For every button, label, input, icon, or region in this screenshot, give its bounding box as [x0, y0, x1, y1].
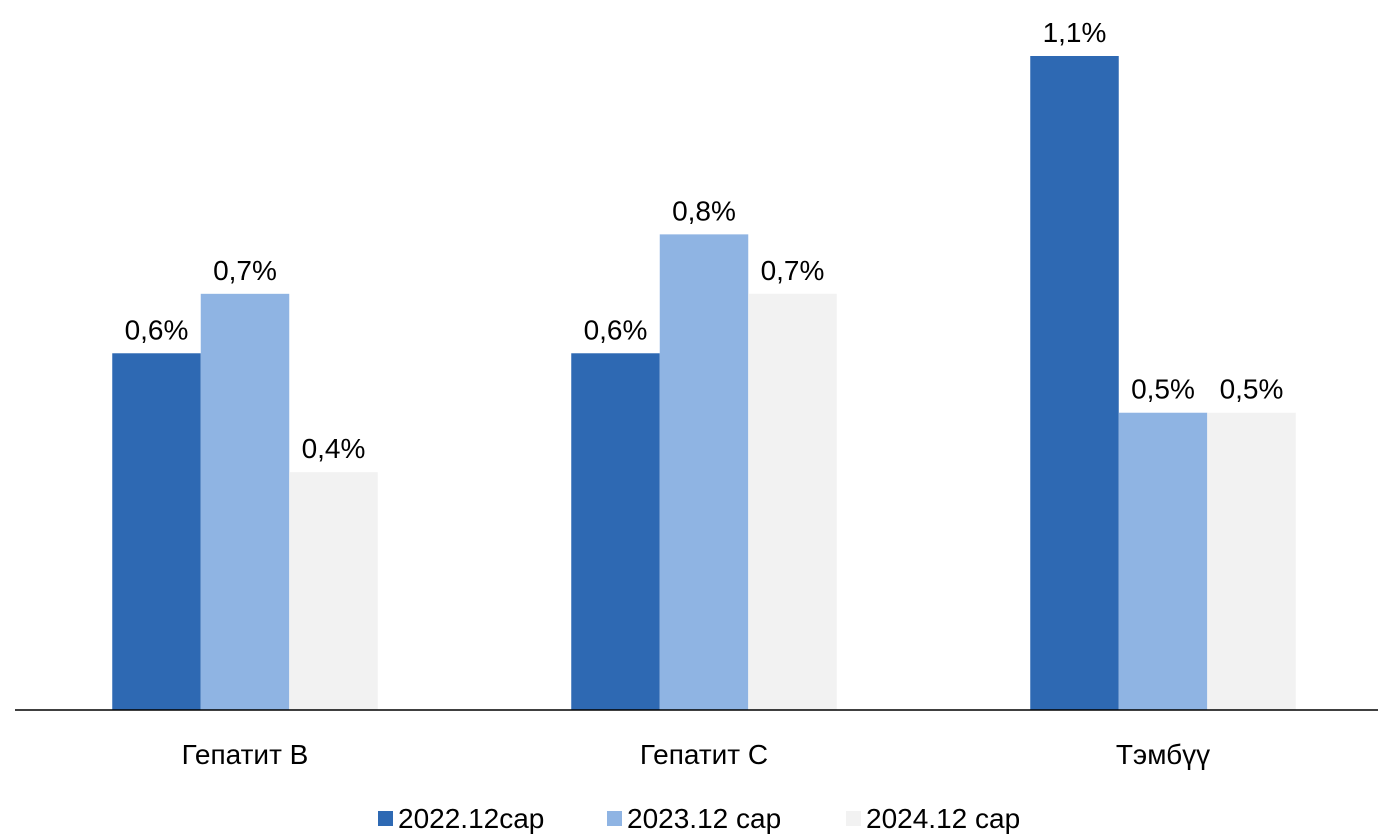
- data-label: 0,5%: [1220, 374, 1284, 405]
- legend-marker: [607, 811, 622, 826]
- legend-label: 2022.12сар: [398, 803, 544, 834]
- x-tick-label: Тэмбүү: [1116, 739, 1210, 770]
- x-tick-label: Гепатит В: [182, 739, 309, 770]
- data-label: 0,7%: [213, 255, 277, 286]
- bar: [571, 353, 660, 710]
- legend-marker: [846, 811, 861, 826]
- bar: [659, 234, 749, 710]
- data-label: 1,1%: [1043, 17, 1107, 48]
- legend-label: 2024.12 сар: [866, 803, 1020, 834]
- data-label: 0,7%: [761, 255, 825, 286]
- data-label: 0,5%: [1131, 374, 1195, 405]
- legend-label: 2023.12 сар: [627, 803, 781, 834]
- data-label: 0,6%: [584, 314, 648, 345]
- bar: [200, 293, 290, 710]
- data-label: 0,8%: [672, 195, 736, 226]
- data-label: 0,4%: [302, 433, 366, 464]
- x-tick-label: Гепатит С: [640, 739, 768, 770]
- bar: [112, 353, 201, 710]
- bar: [1118, 412, 1208, 710]
- data-label: 0,6%: [125, 314, 189, 345]
- legend-marker: [378, 811, 393, 826]
- bar: [1207, 412, 1296, 710]
- bar: [748, 293, 837, 710]
- bar: [1030, 56, 1119, 710]
- bar: [289, 472, 378, 710]
